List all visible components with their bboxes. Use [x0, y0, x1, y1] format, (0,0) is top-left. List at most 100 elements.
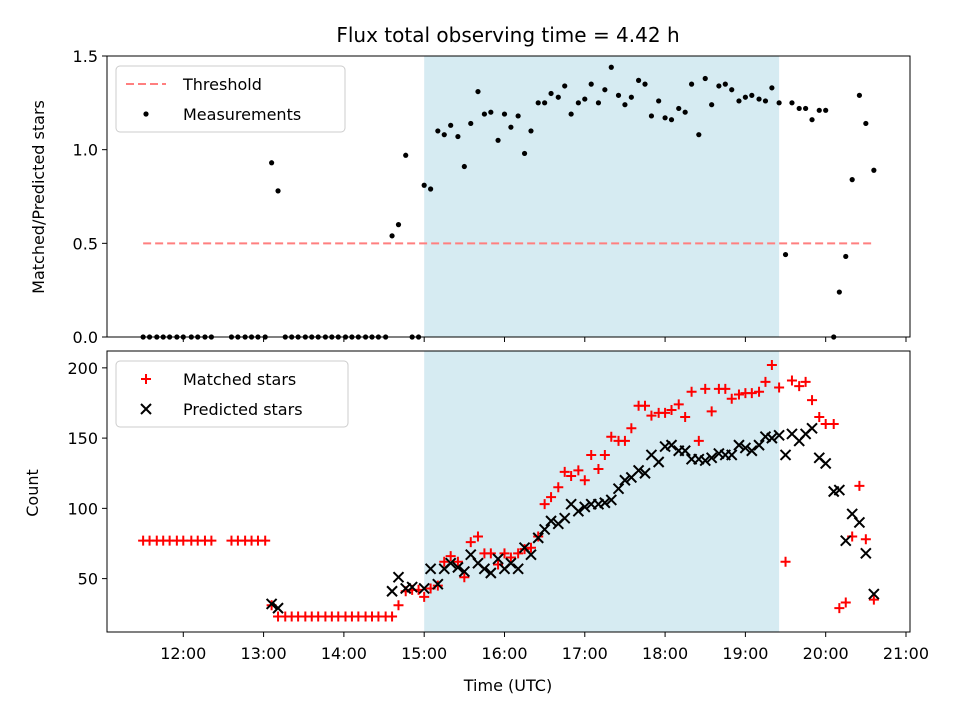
measurements-point [782, 251, 789, 258]
predicted-stars-point [733, 439, 745, 451]
measurements-point [742, 94, 748, 100]
x-tick-label: 21:00 [883, 644, 929, 663]
measurements-point [702, 75, 708, 82]
measurements-point [628, 94, 634, 100]
measurements-point [575, 100, 581, 106]
measurements-point [468, 120, 474, 127]
predicted-stars-point [599, 497, 611, 509]
measurements-point [749, 92, 755, 98]
matched-stars-point [814, 412, 825, 423]
matched-stars-point [686, 386, 697, 397]
matched-stars-point [586, 449, 597, 460]
predicted-stars-point [458, 565, 471, 578]
predicted-stars-point [525, 549, 537, 561]
measurements-point [803, 105, 809, 112]
matched-stars-point [452, 556, 463, 567]
measurements-point [823, 107, 829, 113]
predicted-stars-point [452, 561, 464, 574]
axes-frame [106, 350, 911, 633]
matched-stars-point [693, 435, 704, 446]
measurements-point [729, 87, 735, 93]
predicted-stars-point [639, 467, 651, 479]
measurements-point [488, 109, 494, 115]
y-tick-label: 1.0 [73, 141, 98, 160]
predicted-stars-point [860, 547, 872, 560]
matched-stars-point [472, 531, 483, 542]
x-tick-label: 19:00 [722, 644, 768, 663]
y-tick-label: 1.5 [73, 47, 98, 66]
matched-stars-point [774, 382, 785, 393]
measurements-point [568, 111, 574, 117]
measurements-point [448, 122, 454, 128]
matched-stars-point [553, 482, 564, 493]
matched-stars-point [786, 375, 797, 386]
top-y-axis-label: Matched/Predicted stars [29, 100, 48, 294]
predicted-stars-point [418, 582, 430, 595]
predicted-stars-point [753, 439, 765, 451]
predicted-stars-point [505, 557, 517, 569]
predicted-stars-point [779, 449, 792, 461]
x-tick-label: 12:00 [160, 644, 206, 663]
measurements-point [389, 233, 395, 239]
x-tick-label: 15:00 [401, 644, 447, 663]
matched-stars-point [794, 381, 805, 392]
matched-stars-point [840, 597, 851, 608]
measurements-point [441, 132, 447, 138]
matched-stars-point [680, 412, 691, 423]
measurements-point [622, 102, 628, 108]
measurements-point [435, 128, 441, 134]
matched-stars-point [387, 611, 398, 622]
matched-stars-point [393, 600, 404, 611]
measurements-point [716, 83, 722, 89]
legend: Threshold Measurements [115, 65, 346, 133]
predicted-stars-point [538, 523, 551, 536]
measurements-point [555, 94, 561, 100]
matched-stars-point [706, 406, 717, 417]
matched-stars-point [660, 407, 671, 418]
matched-stars-point [505, 552, 516, 563]
predicted-stars-point [545, 515, 557, 527]
measurements-point [602, 87, 608, 93]
predicted-stars-point [632, 464, 645, 477]
y-tick-label: 100 [67, 499, 98, 518]
predicted-stars-point [739, 442, 752, 454]
measurements-point [843, 253, 849, 260]
legend-box [115, 65, 346, 133]
predicted-stars-point [485, 567, 497, 579]
matched-stars-point [666, 405, 677, 416]
matched-stars-point [733, 389, 744, 400]
matched-stars-point [439, 556, 450, 567]
measurements-point [656, 98, 662, 104]
predicted-stars-point [272, 602, 284, 614]
axes-frame [106, 55, 911, 338]
matched-stars-point [419, 591, 430, 602]
measurements-point [421, 182, 427, 188]
predicted-stars-point [265, 598, 278, 610]
predicted-stars-point [512, 563, 524, 575]
matched-stars-point [626, 423, 637, 434]
measurements-point [495, 137, 501, 143]
matched-stars-point [868, 594, 879, 605]
matched-stars-point [800, 376, 811, 387]
measurements-point [521, 150, 528, 157]
matched-stars-point [646, 410, 657, 421]
matched-stars-point [720, 383, 731, 394]
top-panel: 0.0 0.5 1.0 1.5 Threshold Measurements [73, 47, 911, 347]
legend-label: Matched stars [183, 370, 296, 389]
predicted-stars-point [853, 516, 866, 529]
predicted-stars-point [652, 456, 665, 468]
matched-stars-point [513, 548, 524, 559]
y-tick-label: 0.0 [73, 328, 98, 347]
measurements-point [676, 105, 682, 112]
matched-stars-point [860, 534, 871, 545]
measurements-point [816, 107, 822, 113]
measurements-point [863, 120, 869, 127]
x-axis-label: Time (UTC) [463, 676, 552, 695]
predicted-stars-point [559, 512, 571, 524]
legend-measurements-swatch [143, 111, 149, 117]
legend-label: Predicted stars [183, 400, 303, 419]
measurements-point [856, 92, 863, 98]
predicted-stars-point [612, 482, 625, 495]
predicted-stars-point [705, 452, 718, 464]
matched-stars-point [499, 548, 510, 559]
